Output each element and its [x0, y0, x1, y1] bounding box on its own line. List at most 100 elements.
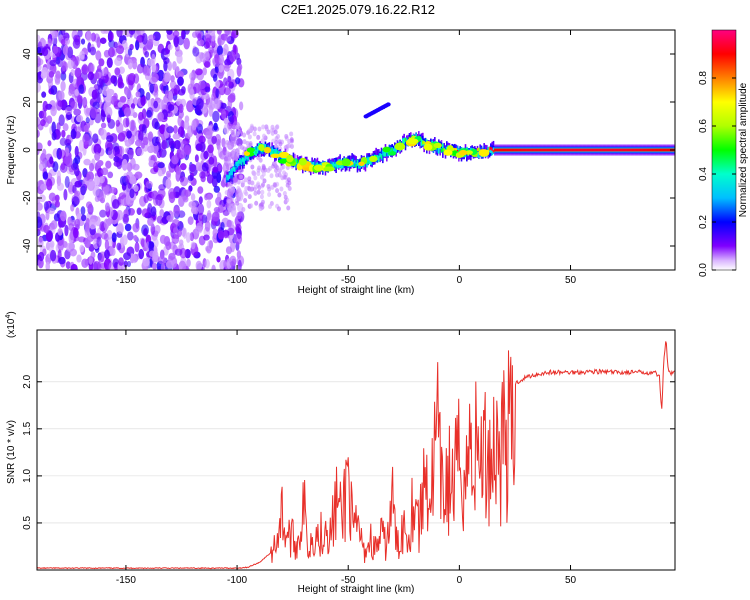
heatmap-noise-cell — [260, 189, 265, 195]
heatmap-noise-cell — [86, 171, 95, 182]
x-tick-label: 50 — [565, 575, 577, 586]
heatmap-noise-cell — [224, 190, 229, 196]
heatmap-noise-cell — [246, 130, 251, 136]
heatmap-ridge-cell — [570, 148, 572, 152]
heatmap-ridge-cell — [225, 177, 228, 180]
heatmap-noise-cell — [86, 30, 92, 42]
heatmap-noise-cell — [80, 38, 86, 45]
heatmap-noise-cell — [47, 243, 54, 253]
heatmap-noise-cell — [129, 253, 135, 264]
heatmap-ridge-cell — [624, 148, 627, 152]
heatmap-noise-cell — [91, 89, 98, 100]
heatmap-noise-cell — [213, 98, 221, 110]
heatmap-noise-cell — [107, 171, 114, 179]
heatmap-noise-cell — [247, 134, 252, 140]
heatmap-noise-cell — [110, 75, 117, 84]
heatmap-noise-cell — [61, 38, 66, 46]
heatmap-ridge-cell — [491, 149, 493, 156]
heatmap-noise-cell — [82, 96, 88, 109]
heatmap-noise-cell — [142, 228, 149, 236]
heatmap-noise-cell — [70, 204, 75, 212]
heatmap-noise-cell — [274, 172, 279, 178]
heatmap-noise-cell — [225, 140, 230, 146]
snr-x-label: Height of straight line (km) — [298, 584, 415, 595]
heatmap-noise-cell — [113, 156, 120, 163]
heatmap-noise-cell — [235, 77, 241, 85]
heatmap-noise-cell — [167, 187, 176, 200]
heatmap-ridge-cell — [598, 148, 600, 152]
heatmap-noise-cell — [51, 121, 57, 134]
heatmap-ridge-cell — [341, 158, 351, 167]
heatmap-ridge-cell — [423, 142, 425, 147]
heatmap-noise-cell — [100, 232, 108, 240]
heatmap-noise-cell — [76, 254, 82, 263]
heatmap-noise-cell — [70, 128, 77, 140]
heatmap-noise-cell — [256, 134, 261, 140]
heatmap-noise-cell — [280, 175, 285, 181]
heatmap-noise-cell — [43, 224, 50, 234]
heatmap-noise-cell — [192, 46, 200, 57]
heatmap-ridge-cell — [620, 148, 623, 152]
heatmap-noise-cell — [289, 131, 294, 137]
heatmap-ridge-cell — [296, 159, 299, 164]
heatmap-noise-cell — [153, 100, 159, 109]
heatmap-noise-cell — [132, 222, 140, 233]
heatmap-noise-cell — [242, 146, 247, 152]
heatmap-noise-cell — [166, 126, 174, 134]
heatmap-noise-cell — [50, 105, 57, 117]
heatmap-noise-cell — [136, 207, 142, 216]
heatmap-noise-cell — [70, 68, 75, 77]
heatmap-noise-cell — [50, 85, 58, 96]
heatmap-noise-cell — [203, 234, 210, 241]
heatmap-ridge-cell — [313, 159, 316, 169]
heatmap-ridge-cell — [522, 148, 524, 152]
heatmap-noise-cell — [135, 39, 140, 51]
heatmap-noise-cell — [247, 194, 252, 200]
heatmap-noise-cell — [101, 167, 109, 176]
heatmap-noise-cell — [74, 180, 82, 188]
spectrogram-y-label: Frequency (Hz) — [6, 116, 17, 185]
heatmap-noise-cell — [226, 227, 235, 236]
heatmap-ridge-cell — [602, 148, 604, 152]
heatmap-ridge-cell — [312, 161, 315, 168]
y-tick-label: 1.0 — [22, 468, 33, 482]
heatmap-ridge-cell — [436, 145, 439, 154]
heatmap-noise-cell — [85, 116, 90, 124]
heatmap-noise-cell — [187, 174, 194, 182]
heatmap-noise-cell — [58, 149, 66, 159]
heatmap-ridge-cell — [556, 148, 559, 152]
heatmap-noise-cell — [157, 111, 164, 122]
heatmap-ridge-cell — [323, 166, 335, 172]
heatmap-noise-cell — [105, 160, 112, 169]
heatmap-ridge-cell — [658, 148, 660, 152]
heatmap-ridge-cell — [233, 163, 236, 168]
heatmap-ridge-cell — [583, 148, 586, 152]
heatmap-noise-cell — [222, 162, 230, 174]
heatmap-ridge-cell — [586, 148, 588, 152]
heatmap-ridge-cell — [563, 148, 566, 152]
heatmap-noise-cell — [261, 124, 266, 130]
heatmap-noise-cell — [188, 201, 196, 208]
heatmap-ridge-cell — [575, 148, 578, 152]
heatmap-noise-cell — [199, 171, 206, 179]
heatmap-noise-cell — [56, 170, 61, 182]
heatmap-noise-cell — [171, 234, 180, 245]
heatmap-noise-cell — [214, 134, 222, 146]
heatmap-ridge-cell — [382, 146, 391, 153]
heatmap-noise-cell — [65, 261, 71, 270]
heatmap-noise-cell — [206, 212, 213, 221]
heatmap-noise-cell — [176, 229, 182, 237]
heatmap-ridge-cell — [378, 155, 380, 159]
heatmap-noise-cell — [153, 91, 159, 98]
heatmap-noise-cell — [203, 61, 211, 68]
heatmap-noise-cell — [87, 71, 95, 81]
heatmap-noise-cell — [70, 263, 78, 270]
heatmap-noise-cell — [106, 217, 112, 226]
heatmap-noise-cell — [213, 185, 221, 193]
heatmap-noise-cell — [93, 143, 102, 155]
x-tick-label: 0 — [457, 575, 463, 586]
heatmap-noise-cell — [172, 227, 178, 234]
heatmap-ridge-cell — [378, 156, 380, 162]
heatmap-noise-cell — [96, 159, 104, 167]
heatmap-noise-cell — [229, 255, 237, 267]
